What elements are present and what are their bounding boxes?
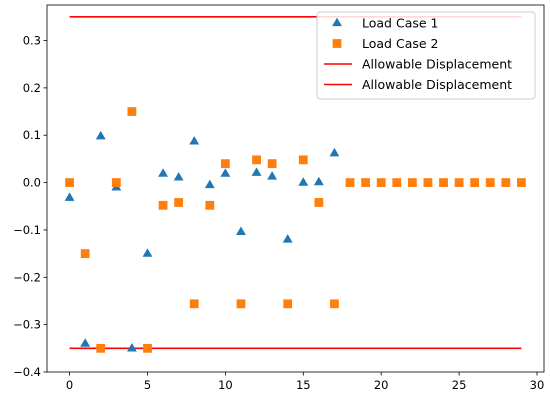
load-case-2-point <box>111 178 121 187</box>
load-case-1-point <box>251 167 262 176</box>
load-case-2-point <box>220 159 230 169</box>
x-tick-label: 10 <box>218 378 233 392</box>
y-tick-label: −0.2 <box>13 270 41 284</box>
load-case-2-point <box>361 178 371 187</box>
x-tick-label: 25 <box>452 378 467 392</box>
load-case-2-point <box>439 178 448 187</box>
load-case-2-point <box>314 198 324 207</box>
load-case-2-point <box>423 178 433 187</box>
load-case-2-point <box>330 299 339 309</box>
y-tick-label: 0.1 <box>23 128 41 142</box>
legend-label: Allowable Displacement <box>362 77 512 92</box>
load-case-1-point <box>95 130 106 140</box>
x-axis: 0 5 10 15 20 25 30 <box>66 372 544 392</box>
load-case-1-point <box>220 168 231 177</box>
load-case-2-point <box>517 178 526 187</box>
legend-label: Load Case 1 <box>362 16 438 31</box>
legend: Load Case 1 Load Case 2 Allowable Displace… <box>316 11 536 100</box>
load-case-2-point <box>174 198 184 207</box>
y-tick-label: 0.3 <box>23 34 41 48</box>
load-case-2-point <box>283 299 293 309</box>
load-case-2-point <box>189 299 199 309</box>
legend-label: Load Case 2 <box>362 36 438 51</box>
load-case-1-point <box>313 176 324 186</box>
load-case-2-point <box>267 159 277 169</box>
legend-entry-load-case-2: Load Case 2 <box>332 36 438 51</box>
load-case-2-point <box>143 343 152 353</box>
load-case-2-point <box>205 200 215 210</box>
load-case-2-point <box>345 178 355 187</box>
legend-entry-allowable-displacement-2: Allowable Displacement <box>324 77 512 92</box>
x-tick-label: 5 <box>144 378 151 392</box>
x-tick-label: 30 <box>530 378 545 392</box>
load-case-2-point <box>96 343 106 353</box>
load-case-2-point <box>407 178 417 187</box>
legend-square-marker <box>332 39 342 48</box>
data-markers <box>64 107 526 353</box>
y-tick-label: −0.4 <box>13 365 41 379</box>
load-case-1-point <box>126 343 137 352</box>
load-case-2-point <box>80 249 90 259</box>
x-tick-label: 15 <box>296 378 311 392</box>
legend-entry-allowable-displacement-1: Allowable Displacement <box>324 57 512 72</box>
load-case-2-point <box>392 178 402 187</box>
y-tick-label: 0.2 <box>23 81 41 95</box>
legend-box <box>316 11 536 100</box>
load-case-1-point <box>80 338 91 347</box>
plot-frame <box>46 4 545 373</box>
load-case-1-point <box>189 136 200 145</box>
y-tick-label: −0.3 <box>13 318 41 332</box>
legend-label: Allowable Displacement <box>362 57 512 72</box>
load-case-2-point <box>485 178 495 187</box>
load-case-2-point <box>454 178 464 187</box>
y-tick-label: −0.1 <box>13 223 41 237</box>
load-case-1-point <box>173 172 184 181</box>
y-axis: −0.4 −0.3 −0.2 −0.1 0.0 0.1 0.2 0.3 <box>13 34 47 379</box>
y-tick-label: 0.0 <box>23 176 41 190</box>
load-case-2-point <box>298 155 308 165</box>
load-case-1-point <box>298 177 309 186</box>
load-case-2-point <box>470 178 480 187</box>
load-case-2-point <box>65 178 74 187</box>
load-case-1-point <box>64 192 75 201</box>
load-case-1-point <box>158 168 168 177</box>
load-case-1-point <box>267 171 278 180</box>
load-case-1-point <box>142 248 153 257</box>
load-case-1-point <box>282 234 293 243</box>
load-case-2-point <box>127 107 137 116</box>
load-case-1-point <box>329 147 340 157</box>
load-case-2-point <box>236 299 246 309</box>
load-case-2-point <box>252 155 261 165</box>
load-case-1-point <box>204 179 215 189</box>
legend-triangle-marker <box>332 17 342 27</box>
x-tick-label: 0 <box>66 378 73 392</box>
load-case-2-point <box>501 178 511 187</box>
load-case-2-point <box>158 200 168 210</box>
legend-entry-load-case-1: Load Case 1 <box>332 16 438 31</box>
load-case-2-point <box>376 178 386 187</box>
x-tick-label: 20 <box>374 378 389 392</box>
load-case-1-point <box>236 226 246 236</box>
